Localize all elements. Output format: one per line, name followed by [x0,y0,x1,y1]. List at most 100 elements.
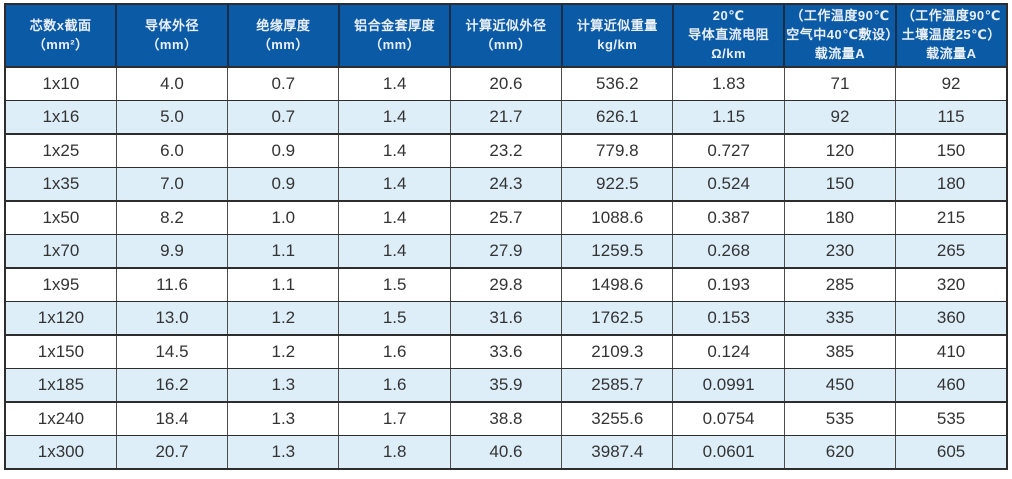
value-cell: 180 [783,201,896,235]
value-cell: 230 [783,234,896,269]
table-row-1x300: 1x300 20.7 1.3 1.8 40.6 3987.4 0.0601 620 605 [5,435,1007,469]
value-cell: 9.9 [115,234,228,269]
column-header-line: （mm²） [32,36,89,52]
column-header-line: （mm） [480,36,532,52]
value-cell: 1.83 [672,67,785,101]
table-row-1x25: 1x25 6.0 0.9 1.4 23.2 779.8 0.727 120 150 [5,134,1007,168]
value-cell: 150 [783,167,896,202]
value-cell: 21.7 [449,100,562,135]
value-cell: 1.2 [227,301,339,336]
value-cell: 335 [783,301,896,336]
value-cell: 3987.4 [561,435,673,469]
value-cell: 0.0754 [672,402,785,436]
column-header-line: 载流量A [814,45,866,61]
row-label-cell: 1x300 [5,435,117,469]
value-cell: 0.268 [672,234,785,269]
value-cell: 605 [895,435,1007,469]
column-header-line: （mm） [146,36,198,52]
value-cell: 120 [783,134,896,168]
row-label-cell: 1x10 [5,67,117,101]
value-cell: 0.7 [227,100,339,135]
value-cell: 1.15 [672,100,785,135]
value-cell: 20.7 [115,435,228,469]
table-row-1x95: 1x95 11.6 1.1 1.5 29.8 1498.6 0.193 285 320 [5,268,1007,302]
value-cell: 285 [783,268,896,302]
table-row-1x185: 1x185 16.2 1.3 1.6 35.9 2585.7 0.0991 450 460 [5,368,1007,403]
value-cell: 0.0991 [672,368,785,403]
value-cell: 71 [783,67,896,101]
value-cell: 0.124 [672,335,785,369]
value-cell: 5.0 [115,100,228,135]
value-cell: 8.2 [115,201,228,235]
table-row-1x120: 1x120 13.0 1.2 1.5 31.6 1762.5 0.153 335 360 [5,301,1007,336]
value-cell: 33.6 [449,335,562,369]
value-cell: 1.3 [227,402,339,436]
value-cell: 16.2 [115,368,228,403]
value-cell: 1.7 [338,402,451,436]
value-cell: 1.4 [338,67,451,101]
value-cell: 320 [895,268,1007,302]
value-cell: 0.524 [672,167,785,202]
column-header-7: 20℃ 导体直流电阻 Ω/km [671,4,785,68]
table-row-1x10: 1x10 4.0 0.7 1.4 20.6 536.2 1.83 71 92 [5,67,1007,101]
value-cell: 0.9 [227,167,339,202]
value-cell: 1.5 [338,301,451,336]
value-cell: 1259.5 [561,234,673,269]
value-cell: 7.0 [115,167,228,202]
value-cell: 535 [783,402,896,436]
column-header-line: 计算近似重量 [576,17,658,33]
value-cell: 1498.6 [561,268,673,302]
row-label-cell: 1x50 [5,201,117,235]
row-label-cell: 1x35 [5,167,117,202]
value-cell: 1762.5 [561,301,673,336]
value-cell: 535 [895,402,1007,436]
value-cell: 1.5 [338,268,451,302]
value-cell: 4.0 [115,67,228,101]
column-header-line: 20℃ [712,8,745,24]
value-cell: 31.6 [449,301,562,336]
value-cell: 1.4 [338,234,451,269]
value-cell: 2109.3 [561,335,673,369]
value-cell: 150 [895,134,1007,168]
value-cell: 1.2 [227,335,339,369]
table-row-1x70: 1x70 9.9 1.1 1.4 27.9 1259.5 0.268 230 265 [5,234,1007,269]
value-cell: 1.1 [227,268,339,302]
value-cell: 35.9 [449,368,562,403]
value-cell: 18.4 [115,402,228,436]
value-cell: 385 [783,335,896,369]
value-cell: 3255.6 [561,402,673,436]
column-header-3: 绝缘厚度 （mm） [226,4,339,68]
value-cell: 1.0 [227,201,339,235]
value-cell: 410 [895,335,1007,369]
column-header-6: 计算近似重量 kg/km [560,4,673,68]
value-cell: 360 [895,301,1007,336]
value-cell: 115 [895,100,1007,135]
column-header-line: 导体直流电阻 [688,27,770,43]
table-row-1x35: 1x35 7.0 0.9 1.4 24.3 922.5 0.524 150 180 [5,167,1007,202]
row-label-cell: 1x25 [5,134,117,168]
table-header: 芯数x截面 （mm²） 导体外径 （mm） 绝缘厚度 （mm） 铝合金套厚度 （mm） 计算近似… [5,4,1007,68]
column-header-line: kg/km [597,36,638,52]
value-cell: 215 [895,201,1007,235]
value-cell: 40.6 [449,435,562,469]
value-cell: 14.5 [115,335,228,369]
column-header-line: 铝合金套厚度 [354,17,436,33]
value-cell: 460 [895,368,1007,403]
value-cell: 92 [783,100,896,135]
value-cell: 0.0601 [672,435,785,469]
column-header-4: 铝合金套厚度 （mm） [337,4,451,68]
row-label-cell: 1x120 [5,301,117,336]
header-row: 芯数x截面 （mm²） 导体外径 （mm） 绝缘厚度 （mm） 铝合金套厚度 （mm） 计算近似… [5,4,1007,68]
value-cell: 92 [895,67,1007,101]
value-cell: 1.4 [338,100,451,135]
column-header-line: 计算近似外径 [465,17,547,33]
column-header-line: 绝缘厚度 [256,17,311,33]
row-label-cell: 1x16 [5,100,117,135]
value-cell: 1.4 [338,201,451,235]
column-header-line: （工作温度90℃ [901,8,1001,24]
value-cell: 0.193 [672,268,785,302]
value-cell: 1.4 [338,134,451,168]
column-header-line: （工作温度90℃ [790,8,890,24]
value-cell: 626.1 [561,100,673,135]
